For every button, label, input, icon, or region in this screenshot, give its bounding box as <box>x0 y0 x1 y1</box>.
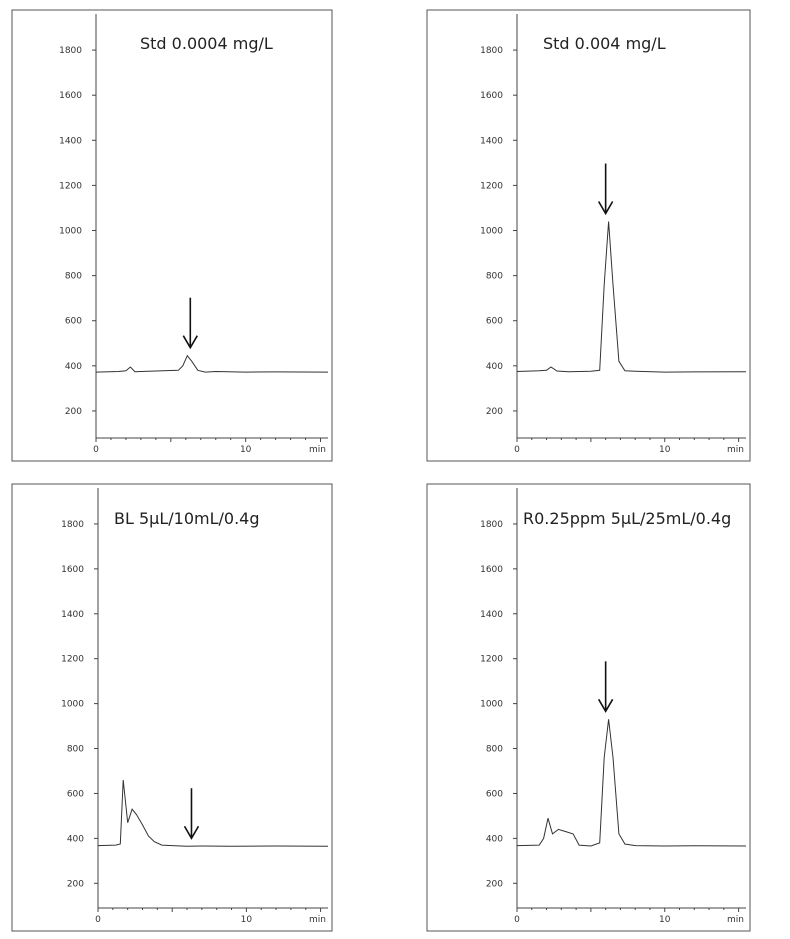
chromatogram-trace <box>516 221 747 373</box>
y-tick-label: 1600 <box>480 91 503 101</box>
y-tick-label: 400 <box>486 362 503 372</box>
chart-title: BL 5µL/10mL/0.4g <box>114 509 260 528</box>
y-tick-label: 1400 <box>59 136 82 146</box>
y-tick-label: 800 <box>67 745 84 755</box>
y-tick-label: 200 <box>65 407 82 417</box>
y-tick-label: 800 <box>486 745 503 755</box>
x-tick-label: 10 <box>659 445 671 455</box>
peak-arrow-icon <box>183 788 200 840</box>
y-tick-label: 800 <box>65 272 82 282</box>
y-tick-label: 1200 <box>480 655 503 665</box>
x-tick-label: 10 <box>241 915 253 925</box>
y-tick-label: 200 <box>486 879 503 889</box>
y-tick-label: 1600 <box>59 91 82 101</box>
peak-arrow-icon <box>597 163 614 216</box>
x-unit-label: min <box>727 915 744 925</box>
y-tick-label: 1600 <box>61 565 84 575</box>
y-tick-label: 1200 <box>59 181 82 191</box>
chromatogram-chart: 200 400 600 800 1000 1200 1400 1600 1800 0 10 min St… <box>11 9 333 462</box>
x-tick-label: 0 <box>514 445 520 455</box>
x-unit-label: min <box>727 445 744 455</box>
y-tick-label: 1400 <box>61 610 84 620</box>
y-tick-label: 1000 <box>61 700 84 710</box>
y-tick-label: 1600 <box>480 565 503 575</box>
peak-arrow-icon <box>597 661 614 713</box>
chromatogram-panel-sample: 200 400 600 800 1000 1200 1400 1600 1800 0 10 min R0… <box>395 468 790 935</box>
chromatogram-panel-std-0-004: 200 400 600 800 1000 1200 1400 1600 1800 0 10 min St… <box>395 0 790 468</box>
y-tick-label: 400 <box>65 362 82 372</box>
peak-arrow-icon <box>182 297 198 350</box>
y-tick-label: 1400 <box>480 610 503 620</box>
chromatogram-panel-blank: 200 400 600 800 1000 1200 1400 1600 1800 0 10 min BL… <box>0 468 395 935</box>
y-tick-label: 1800 <box>480 520 503 530</box>
x-tick-label: 0 <box>95 915 101 925</box>
x-unit-label: min <box>309 445 326 455</box>
plot-frame <box>426 483 751 932</box>
y-tick-label: 600 <box>486 789 503 799</box>
plot-frame <box>426 9 751 462</box>
chart-title: Std 0.004 mg/L <box>543 34 666 53</box>
x-tick-label: 10 <box>659 915 671 925</box>
y-tick-label: 400 <box>486 834 503 844</box>
x-tick-label: 0 <box>514 915 520 925</box>
chromatogram-chart: 200 400 600 800 1000 1200 1400 1600 1800 0 10 min R0… <box>426 483 751 932</box>
plot-frame <box>11 483 333 932</box>
chart-title: Std 0.0004 mg/L <box>140 34 273 53</box>
y-tick-label: 1200 <box>61 655 84 665</box>
y-tick-label: 1800 <box>480 46 503 56</box>
y-tick-label: 600 <box>486 317 503 327</box>
x-tick-label: 0 <box>93 445 99 455</box>
y-tick-label: 600 <box>67 789 84 799</box>
y-tick-label: 1800 <box>61 520 84 530</box>
y-tick-label: 1000 <box>480 700 503 710</box>
y-tick-label: 1400 <box>480 136 503 146</box>
y-tick-label: 1000 <box>59 227 82 237</box>
y-tick-label: 1200 <box>480 181 503 191</box>
x-tick-label: 10 <box>240 445 252 455</box>
chromatogram-chart: 200 400 600 800 1000 1200 1400 1600 1800 0 10 min BL… <box>11 483 333 932</box>
y-tick-label: 800 <box>486 272 503 282</box>
chart-title: R0.25ppm 5µL/25mL/0.4g <box>523 509 731 528</box>
y-tick-label: 600 <box>65 317 82 327</box>
plot-frame <box>11 9 333 462</box>
y-tick-label: 1800 <box>59 46 82 56</box>
y-tick-label: 200 <box>67 879 84 889</box>
y-tick-label: 400 <box>67 834 84 844</box>
chromatogram-trace <box>97 779 329 847</box>
chromatogram-chart: 200 400 600 800 1000 1200 1400 1600 1800 0 10 min St… <box>426 9 751 462</box>
y-tick-label: 200 <box>486 407 503 417</box>
y-tick-label: 1000 <box>480 227 503 237</box>
chromatogram-trace <box>95 354 329 373</box>
chromatogram-panel-std-0-0004: 200 400 600 800 1000 1200 1400 1600 1800 0 10 min St… <box>0 0 395 468</box>
x-unit-label: min <box>309 915 326 925</box>
chromatogram-trace <box>516 719 747 847</box>
